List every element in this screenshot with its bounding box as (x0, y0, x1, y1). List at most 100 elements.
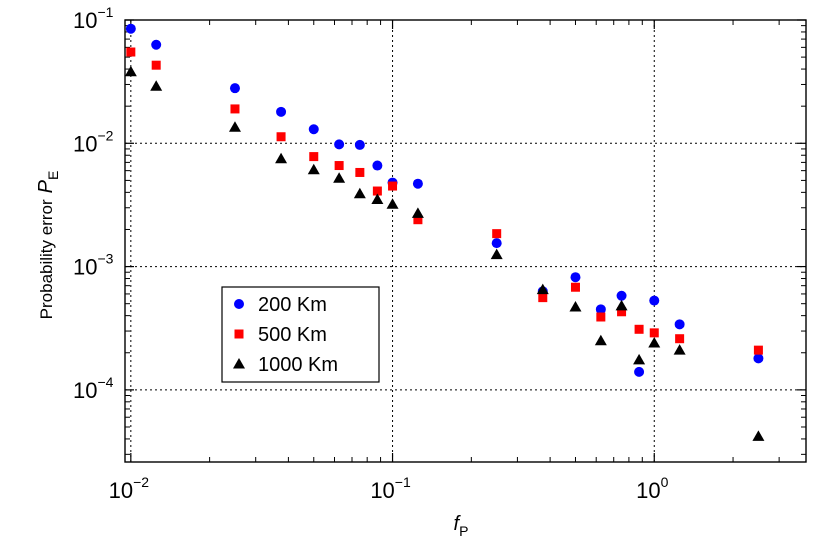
series-0-point-18 (753, 353, 764, 364)
legend-label-2: 1000 Km (258, 354, 338, 376)
y-axis-label-subscript: E (45, 171, 61, 180)
series-0-point-2 (229, 83, 240, 94)
series-1-points (126, 47, 763, 355)
series-0-point-17 (674, 319, 685, 330)
legend-marker-2 (233, 358, 245, 369)
y-tick-label-0: 10−4 (73, 374, 114, 403)
y-tick-label-3: 10−1 (73, 4, 114, 33)
legend-label-1: 500 Km (258, 324, 327, 346)
legend-marker-1 (234, 329, 244, 339)
y-tick-label-exp-2: −2 (97, 127, 113, 143)
series-1-point-12 (570, 282, 580, 292)
series-2-point-18 (752, 430, 765, 441)
series-1-point-9 (413, 215, 423, 225)
series-2-point-11 (536, 283, 549, 295)
series-1-point-2 (230, 104, 240, 114)
series-1-point-3 (276, 132, 286, 142)
series-0-point-12 (570, 272, 581, 283)
series-0-point-0 (125, 23, 136, 34)
y-axis-label-symbol: P (35, 179, 57, 193)
series-2-points (124, 65, 765, 441)
series-1-point-6 (355, 167, 365, 177)
series-0-point-14 (616, 290, 627, 301)
data-points (124, 23, 765, 441)
series-1-point-7 (372, 186, 382, 196)
series-1-point-11 (538, 293, 548, 303)
series-0-point-10 (491, 238, 502, 249)
series-1-point-4 (309, 152, 319, 162)
x-tick-label-base-1: 10 (370, 478, 394, 503)
series-2-point-10 (490, 248, 503, 260)
y-axis-label-text: Probability error (37, 199, 56, 319)
plot-area-frame (124, 19, 807, 463)
series-2-point-17 (673, 344, 686, 355)
y-tick-label-base-2: 10 (73, 131, 97, 156)
series-1-point-10 (492, 229, 502, 239)
series-2-point-5 (333, 172, 346, 183)
x-tick-label-base-2: 10 (636, 478, 660, 503)
series-2-point-6 (353, 187, 366, 199)
x-tick-label-2: 100 (636, 474, 668, 503)
series-0-point-15 (634, 366, 645, 377)
series-1-point-17 (675, 334, 685, 344)
series-1-point-16 (649, 328, 659, 338)
series-2-point-9 (411, 207, 424, 218)
y-tick-label-base-1: 10 (73, 255, 97, 280)
series-0-point-3 (276, 106, 287, 117)
x-tick-label-base-0: 10 (109, 478, 133, 503)
y-tick-label-base-3: 10 (73, 8, 97, 33)
series-0-point-7 (372, 160, 383, 171)
series-2-point-7 (371, 193, 384, 205)
y-tick-label-exp-0: −4 (97, 374, 113, 390)
y-tick-label-1: 10−3 (73, 251, 114, 280)
y-tick-label-exp-1: −3 (97, 251, 113, 267)
series-0-point-1 (151, 39, 162, 50)
series-2-point-14 (615, 299, 628, 311)
series-0-point-16 (649, 295, 660, 306)
series-0-point-6 (354, 139, 365, 150)
legend-entries: 200 Km 500 Km 1000 Km (233, 294, 338, 376)
series-1-point-8 (388, 181, 398, 191)
x-axis-label-symbol: f (454, 513, 462, 535)
series-2-point-16 (648, 336, 661, 348)
series-1-point-14 (617, 307, 627, 317)
series-0-point-5 (334, 139, 345, 150)
series-2-point-3 (275, 152, 288, 164)
y-axis-label: Probability error PE (35, 171, 61, 320)
x-tick-label-0: 10−2 (109, 474, 150, 503)
series-1-point-18 (753, 345, 763, 355)
legend-box (221, 286, 380, 383)
series-0-point-9 (412, 178, 423, 189)
series-2-point-0 (124, 65, 137, 77)
y-tick-label-base-0: 10 (73, 378, 97, 403)
x-tick-label-exp-0: −2 (133, 474, 149, 490)
x-tick-label-1: 10−1 (370, 474, 411, 503)
series-2-point-4 (307, 163, 320, 175)
y-tick-label-exp-3: −1 (97, 4, 113, 20)
series-0-point-4 (308, 124, 319, 135)
series-1-point-13 (596, 312, 606, 322)
series-0-point-13 (595, 304, 606, 315)
x-tick-label-exp-1: −1 (395, 474, 411, 490)
series-1-point-15 (634, 324, 644, 334)
series-2-point-15 (633, 353, 646, 365)
series-1-point-1 (151, 60, 161, 70)
series-2-point-8 (386, 198, 399, 209)
x-axis-label-subscript: P (459, 523, 468, 539)
series-1-point-5 (334, 161, 344, 171)
series-2-point-1 (150, 80, 163, 91)
series-2-point-2 (228, 121, 241, 132)
legend: 200 Km 500 Km 1000 Km (221, 286, 380, 383)
x-axis-label: fP (454, 513, 469, 539)
series-2-point-12 (569, 301, 582, 312)
legend-marker-0 (234, 299, 244, 309)
x-tick-label-exp-2: 0 (661, 474, 669, 490)
y-tick-label-2: 10−2 (73, 127, 114, 156)
legend-label-0: 200 Km (258, 294, 327, 316)
grid-lines (125, 20, 806, 462)
series-1-point-0 (126, 47, 136, 57)
series-2-point-13 (594, 334, 607, 346)
